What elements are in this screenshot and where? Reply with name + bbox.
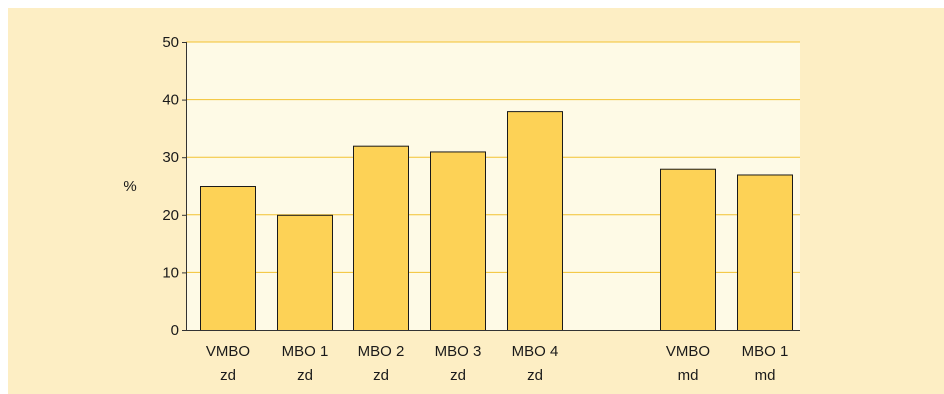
- bar: [277, 214, 333, 331]
- y-tick-labels: 0 10 20 30 40 50: [162, 34, 187, 339]
- bar: [200, 186, 256, 331]
- x-tick-label: md: [678, 367, 699, 384]
- x-tick-label: MBO 3: [435, 343, 482, 360]
- y-tick-label: 10: [162, 264, 179, 281]
- x-tick-label: MBO 4: [512, 343, 559, 360]
- axes: [186, 42, 800, 331]
- x-tick-labels: VMBO zd MBO 1 zd MBO 2 zd MBO 3 zd MBO 4 zd VMBO md…: [206, 343, 788, 384]
- bars: [200, 111, 793, 332]
- x-tick-label: MBO 2: [358, 343, 405, 360]
- x-tick-label: VMBO: [666, 343, 710, 360]
- bar: [353, 145, 409, 331]
- x-tick-label: zd: [450, 367, 466, 384]
- x-tick-label: zd: [220, 367, 236, 384]
- bar: [507, 111, 563, 332]
- x-tick-label: MBO 1: [742, 343, 789, 360]
- x-tick-label: MBO 1: [282, 343, 329, 360]
- y-axis-label: %: [123, 178, 136, 195]
- bar: [660, 168, 716, 331]
- y-tick-label: 50: [162, 34, 179, 51]
- x-tick-label: VMBO: [206, 343, 250, 360]
- y-tick-label: 30: [162, 149, 179, 166]
- x-tick-label: md: [755, 367, 776, 384]
- bar: [430, 151, 486, 331]
- x-tick-label: zd: [373, 367, 389, 384]
- top-strip: [0, 0, 944, 8]
- bar: [737, 174, 793, 331]
- y-tick-label: 20: [162, 207, 179, 224]
- y-tick-label: 40: [162, 92, 179, 109]
- y-tick-label: 0: [171, 322, 179, 339]
- x-tick-label: zd: [297, 367, 313, 384]
- x-tick-label: zd: [527, 367, 543, 384]
